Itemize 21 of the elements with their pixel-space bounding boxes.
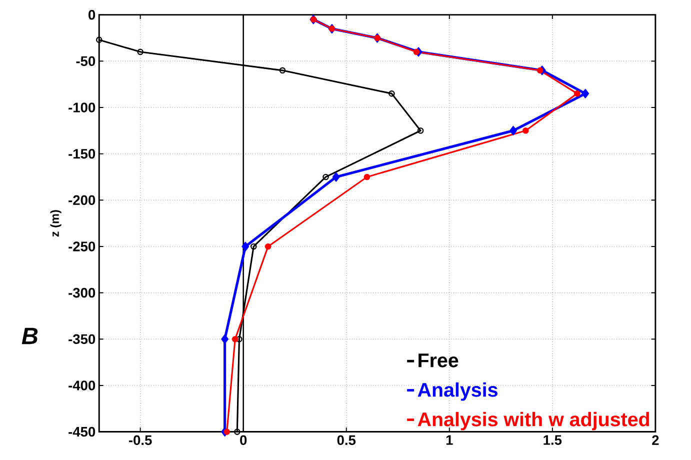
y-tick-label: -200 [68, 195, 96, 205]
x-tick-label: 1.5 [544, 435, 562, 445]
y-tick-label: -350 [68, 334, 96, 344]
y-tick-label: 0 [88, 10, 96, 20]
x-tick-label: 2 [652, 435, 659, 445]
y-axis-title: z (m) [50, 210, 62, 236]
text: B [22, 328, 38, 344]
y-tick-label: -250 [68, 241, 96, 252]
legend-label: Analysis with w adjusted [418, 412, 650, 430]
legend-label: Free [418, 353, 458, 368]
x-tick-label: 0.5 [337, 435, 356, 445]
x-tick-label: 1 [446, 435, 453, 445]
x-tick-label: 0 [240, 435, 247, 445]
x-tick-label: -0.5 [128, 435, 152, 445]
y-tick-label: -100 [68, 102, 96, 112]
y-tick-label: -300 [68, 288, 96, 298]
y-tick-label: -150 [68, 148, 96, 158]
y-tick-label: -50 [76, 56, 96, 66]
y-tick-label: -450 [68, 426, 96, 436]
legend-label: Analysis [418, 382, 498, 401]
y-tick-label: -400 [68, 380, 96, 390]
